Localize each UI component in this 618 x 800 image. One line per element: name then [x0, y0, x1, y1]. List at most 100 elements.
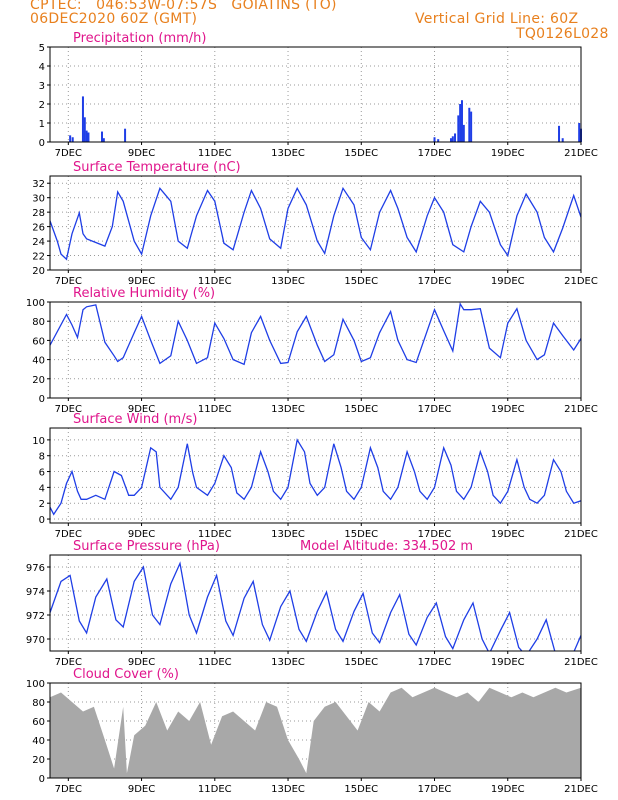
precip-bar: [69, 135, 72, 142]
x-date-label: 13DEC: [271, 784, 305, 795]
x-date-label: 9DEC: [128, 529, 155, 540]
x-date-label: 7DEC: [55, 148, 82, 159]
y-tick-label: 26: [32, 223, 45, 234]
precip-bar: [102, 138, 105, 142]
precip-bar: [451, 136, 454, 142]
header-start-time: 06DEC2020 60Z (GMT): [30, 11, 198, 27]
x-date-label: 13DEC: [271, 529, 305, 540]
x-date-label: 13DEC: [271, 404, 305, 415]
y-tick-label: 4: [39, 483, 45, 494]
y-tick-label: 1: [39, 119, 45, 130]
y-tick-label: 0: [39, 515, 45, 526]
panel-precipitation: 0 1 2 3 4 5 7DEC 9DEC 11DEC 13DEC 15DEC 17DEC 19DEC 2…: [39, 31, 598, 159]
x-date-label: 17DEC: [418, 529, 452, 540]
x-date-label: 19DEC: [491, 657, 525, 668]
panel-frame: [49, 175, 582, 271]
panel-temperature: 20 22 24 26 28 30 32 7DEC 9DEC 11DEC 13DEC 15DEC 17D…: [32, 160, 598, 287]
x-date-label: 17DEC: [418, 148, 452, 159]
precip-bar: [101, 131, 104, 142]
x-date-label: 11DEC: [198, 657, 232, 668]
y-tick-label: 40: [32, 736, 45, 747]
y-tick-label: 20: [32, 755, 45, 766]
y-tick-label: 100: [26, 679, 45, 690]
y-tick-label: 6: [39, 468, 45, 479]
precip-bar: [561, 138, 564, 142]
precip-bar: [124, 128, 127, 142]
panel-frame: [49, 427, 582, 524]
y-tick-label: 60: [32, 717, 45, 728]
y-tick-label: 30: [32, 194, 45, 205]
x-date-label: 9DEC: [128, 276, 155, 287]
y-tick-label: 28: [32, 208, 45, 219]
precip-bar: [433, 137, 436, 142]
y-tick-label: 22: [32, 252, 45, 263]
pressure-line: [50, 561, 581, 651]
y-tick-label: 32: [32, 179, 45, 190]
precip-bar: [81, 96, 84, 142]
y-tick-label: 972: [26, 611, 45, 622]
x-date-label: 17DEC: [418, 404, 452, 415]
header-model-code: TQ0126L028: [516, 26, 609, 42]
x-date-label: 19DEC: [491, 784, 525, 795]
temperature-line: [50, 186, 581, 261]
y-tick-label: 20: [32, 266, 45, 277]
y-tick-label: 80: [32, 698, 45, 709]
panel-cloud: 0 20 40 60 80 100 7DEC 9DEC 11DEC 13DEC 15DEC 17DEC…: [26, 667, 598, 795]
y-tick-label: 970: [26, 635, 45, 646]
x-date-label: 15DEC: [344, 784, 378, 795]
x-date-label: 17DEC: [418, 657, 452, 668]
x-date-label: 19DEC: [491, 276, 525, 287]
x-date-label: 9DEC: [128, 784, 155, 795]
panel-frame: [49, 301, 582, 399]
panel-title: Surface Temperature (nC): [73, 160, 241, 175]
y-tick-label: 20: [32, 375, 45, 386]
x-date-label: 9DEC: [128, 657, 155, 668]
x-date-label: 7DEC: [55, 529, 82, 540]
y-tick-label: 60: [32, 336, 45, 347]
y-tick-label: 8: [39, 452, 45, 463]
y-tick-label: 5: [39, 43, 45, 54]
panel-title: Surface Pressure (hPa): [73, 539, 220, 554]
precip-bar: [85, 130, 88, 142]
precip-bar: [457, 115, 460, 142]
y-tick-label: 40: [32, 356, 45, 367]
panel-title: Relative Humidity (%): [73, 286, 215, 301]
x-date-label: 21DEC: [564, 404, 598, 415]
precip-bar: [462, 124, 465, 142]
x-date-label: 11DEC: [198, 529, 232, 540]
x-date-label: 7DEC: [55, 404, 82, 415]
x-date-label: 11DEC: [198, 404, 232, 415]
x-date-label: 15DEC: [344, 657, 378, 668]
x-date-label: 11DEC: [198, 148, 232, 159]
y-tick-label: 80: [32, 317, 45, 328]
x-date-label: 7DEC: [55, 657, 82, 668]
humidity-line: [50, 302, 581, 366]
panel-title: Cloud Cover (%): [73, 667, 179, 682]
panel-frame: [49, 46, 582, 143]
x-date-label: 21DEC: [564, 657, 598, 668]
x-date-label: 21DEC: [564, 529, 598, 540]
y-tick-label: 976: [26, 563, 45, 574]
panel-frame: [49, 682, 582, 779]
x-date-label: 21DEC: [564, 784, 598, 795]
x-date-label: 7DEC: [55, 276, 82, 287]
y-tick-label: 4: [39, 62, 45, 73]
y-tick-label: 974: [26, 587, 45, 598]
panel-title: Surface Wind (m/s): [73, 412, 197, 427]
precip-bar: [578, 123, 581, 142]
x-date-label: 19DEC: [491, 404, 525, 415]
panel-pressure: 970 972 974 976 7DEC 9DEC 11DEC 13DEC 15DEC 17DEC…: [26, 539, 598, 668]
precip-bar: [87, 132, 90, 142]
precip-bar: [83, 117, 86, 142]
x-date-label: 19DEC: [491, 529, 525, 540]
precip-bar: [468, 107, 471, 142]
precip-bar: [449, 138, 452, 142]
y-tick-label: 24: [32, 237, 45, 248]
x-date-label: 21DEC: [564, 148, 598, 159]
y-tick-label: 0: [39, 394, 45, 405]
x-date-label: 17DEC: [418, 784, 452, 795]
y-tick-label: 3: [39, 81, 45, 92]
precip-bar: [437, 139, 440, 142]
precip-bar: [558, 125, 561, 142]
